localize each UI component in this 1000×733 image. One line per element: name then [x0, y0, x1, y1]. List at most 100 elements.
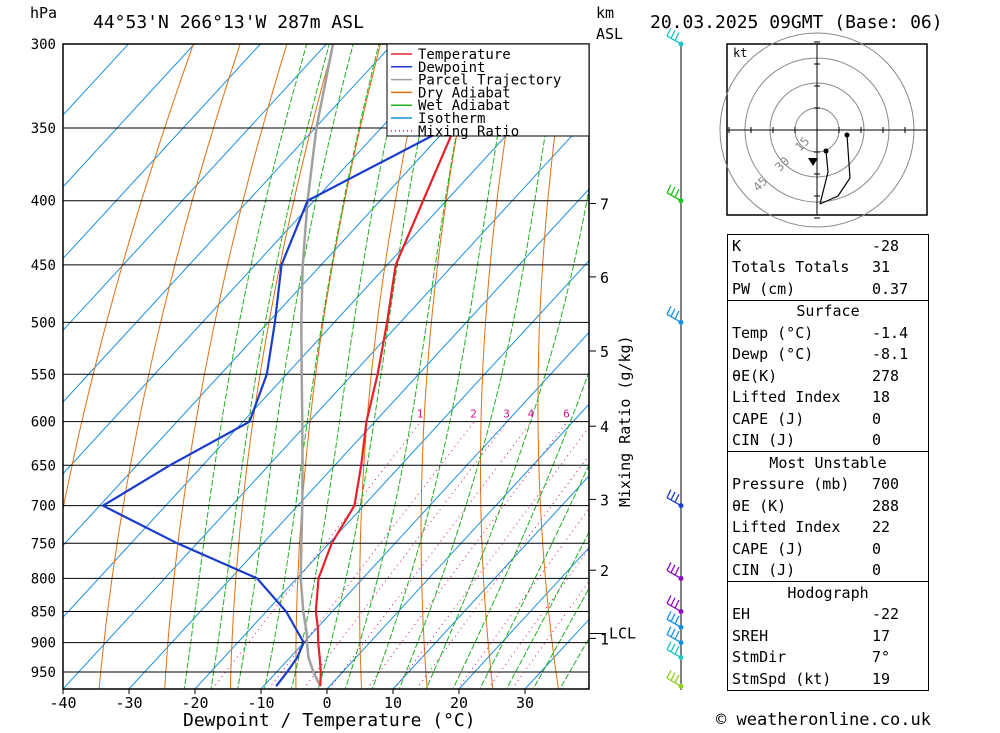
surface-row: CAPE (J) 0: [732, 409, 882, 428]
chart-axes: 3003504004505005506006507007508008509009…: [31, 37, 636, 712]
surface-heading: Surface: [728, 299, 928, 323]
wind-barb: [666, 306, 682, 323]
dry-adiabat-line: [480, 44, 522, 689]
hodograph-point: [823, 148, 829, 154]
pressure-tick-label: 650: [31, 458, 56, 474]
series-temperature: [314, 44, 496, 687]
mixing-ratio-label: 4: [528, 408, 535, 421]
legend-label: Wet Adiabat: [418, 98, 511, 114]
wet-adiabat-line: [263, 44, 380, 689]
x-tick-label: -10: [247, 694, 274, 712]
series-dewpoint: [100, 44, 486, 687]
chart-series: 1 2 3 4 6 8 10 15 20 25: [100, 44, 713, 687]
legend-label: Temperature: [418, 47, 511, 63]
wet-adiabat-line: [210, 44, 330, 689]
wet-adiabat-line: [425, 186, 589, 689]
x-tick-label: -40: [49, 694, 76, 712]
mixing-ratio-label: 6: [563, 408, 570, 421]
location-title: 44°53'N 266°13'W 287m ASL: [93, 12, 364, 33]
hodograph-trace: [819, 150, 829, 205]
isotherm-line: [63, 44, 525, 547]
pressure-tick-label: 300: [31, 37, 56, 53]
mixing-ratio-line: [415, 454, 589, 689]
isotherm-line: [63, 44, 589, 618]
wet-adiabat-line: [371, 44, 514, 689]
mixing-ratio-line: [511, 580, 589, 689]
most-unstable-heading: Most Unstable: [728, 451, 928, 474]
x-tick-label: -30: [115, 694, 142, 712]
pressure-tick-label: 800: [31, 571, 56, 587]
copyright-link[interactable]: © weatheronline.co.uk: [716, 710, 931, 730]
height-tick-label: 6: [600, 269, 609, 287]
wind-barb: [666, 595, 682, 613]
surface-row: Lifted Index 18: [732, 388, 891, 407]
isotherm-line: [63, 44, 459, 475]
wind-barb: [666, 184, 682, 202]
dry-adiabat-line: [295, 44, 381, 689]
surface-row: CIN (J) 0: [732, 431, 882, 450]
height-unit-asl: ASL: [596, 25, 624, 43]
mixing-ratio-line: [328, 421, 532, 689]
isotherm-line: [63, 116, 589, 689]
mixing-ratio-line: [393, 426, 589, 689]
dry-adiabat-line: [989, 44, 1000, 689]
datetime-title: 20.03.2025 09GMT (Base: 06): [650, 12, 943, 33]
mixing-ratio-label: 8: [589, 408, 596, 421]
height-tick-label: 4: [600, 418, 609, 436]
height-tick-label: 3: [600, 491, 609, 509]
mu-row: Pressure (mb) 700: [732, 475, 900, 494]
mixing-ratio-line: [457, 507, 589, 689]
legend-label: Dewpoint: [418, 60, 485, 76]
pressure-tick-label: 550: [31, 367, 56, 383]
pressure-tick-label: 500: [31, 315, 56, 331]
x-axis-title: Dewpoint / Temperature (°C): [183, 710, 476, 731]
wet-adiabat-line: [452, 370, 589, 689]
storm-motion-marker: [808, 158, 818, 166]
wet-adiabat-line: [532, 587, 589, 689]
dry-adiabat-line: [359, 44, 428, 689]
wet-adiabat-line: [505, 531, 589, 689]
dry-adiabat-line: [98, 44, 241, 689]
hodo-row: StmSpd (kt) 19: [732, 669, 891, 688]
hodograph-trace: [819, 134, 851, 205]
pressure-unit-label: hPa: [30, 4, 58, 22]
mu-row: Lifted Index 22: [732, 518, 891, 537]
hodo-row: StmDir 7°: [732, 648, 891, 667]
isotherm-line: [128, 188, 589, 689]
pressure-tick-label: 350: [31, 121, 56, 137]
hodo-row: EH -22: [732, 605, 900, 624]
dry-adiabat-line: [537, 44, 569, 689]
hodograph-point: [844, 132, 850, 138]
index-row-pw: PW (cm) 0.37: [732, 279, 909, 298]
x-tick-label: -20: [181, 694, 208, 712]
wind-barbs: [666, 27, 684, 689]
height-unit-km: km: [596, 4, 615, 22]
isotherm-line: [63, 44, 393, 403]
dry-adiabat-line: [229, 44, 335, 689]
chart-background-lines: [63, 44, 1000, 689]
legend-label: Parcel Trajectory: [418, 73, 561, 89]
pressure-tick-label: 600: [31, 415, 56, 431]
pressure-tick-label: 950: [31, 665, 56, 681]
legend-label: Dry Adiabat: [418, 85, 511, 101]
wind-barb: [666, 641, 682, 659]
mixing-ratio-line: [212, 421, 422, 689]
dry-adiabat-line: [420, 44, 475, 689]
wind-barb: [666, 669, 682, 687]
dry-adiabat-line: [164, 44, 288, 689]
isotherm-line: [194, 260, 589, 689]
lcl-label: LCL: [609, 624, 636, 642]
mixing-ratio-label: 15: [649, 408, 662, 421]
isotherm-line: [63, 44, 327, 332]
wet-adiabat-line: [290, 44, 408, 689]
mixing-ratio-label: 2: [470, 408, 477, 421]
isotherm-line: [458, 546, 589, 689]
plot-frame: [62, 43, 590, 690]
mixing-ratio-line: [303, 421, 508, 689]
isotherm-line: [63, 44, 129, 116]
mixing-ratio-label: 25: [700, 408, 713, 421]
hodo-row: SREH 17: [732, 626, 891, 645]
x-tick-label: 30: [516, 694, 534, 712]
